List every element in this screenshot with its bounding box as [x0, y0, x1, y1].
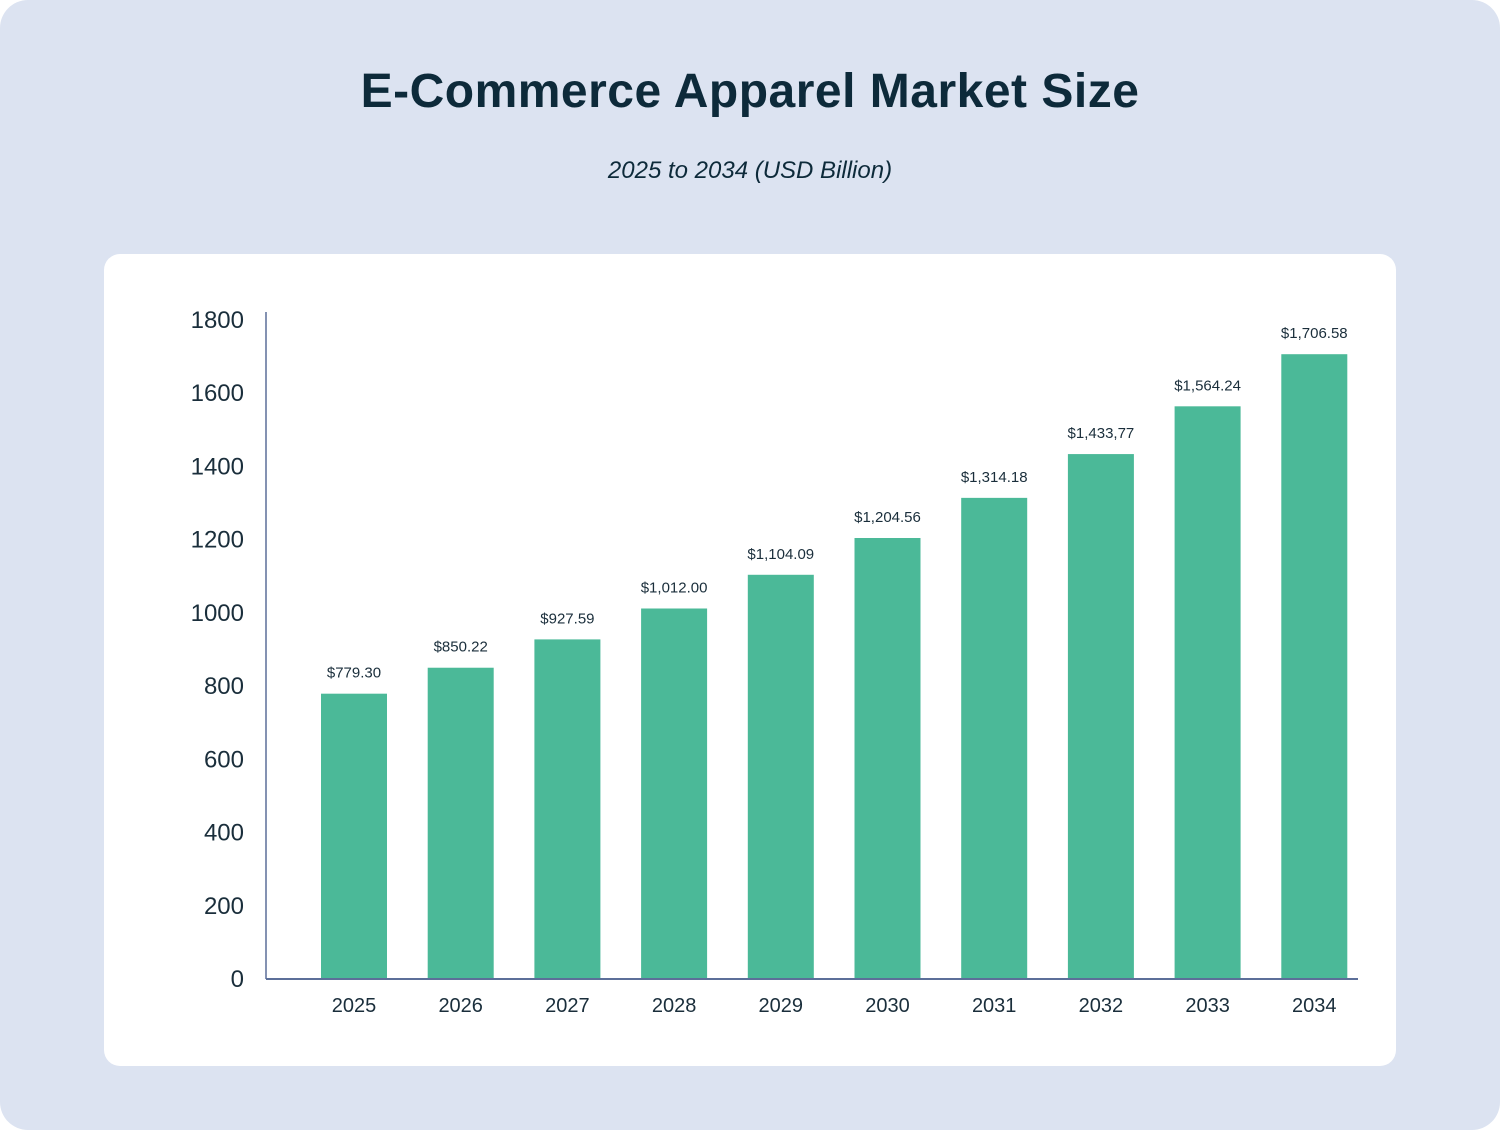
- data-label: $1,433,77: [1068, 425, 1135, 442]
- data-label: $1,012.00: [641, 579, 708, 596]
- data-label: $1,314.18: [961, 469, 1028, 486]
- x-axis-ticks: 2025 2026 2027 2028 2029 2030 2031 2032 2033 2034: [332, 995, 1337, 1017]
- bar: [747, 574, 814, 979]
- y-tick-label: 200: [204, 893, 244, 920]
- bar: [961, 497, 1028, 979]
- x-tick-label: 2025: [332, 995, 377, 1017]
- bars-group: [321, 354, 1348, 980]
- data-label: $1,564.24: [1174, 377, 1241, 394]
- y-axis-ticks: 0 200 400 600 800 1000 1200 1400 1600 1800: [191, 307, 244, 993]
- x-tick-label: 2032: [1079, 995, 1124, 1017]
- y-tick-label: 1800: [191, 307, 244, 334]
- data-label: $1,706.58: [1281, 325, 1348, 342]
- y-tick-label: 1600: [191, 380, 244, 407]
- data-label: $850.22: [434, 639, 488, 656]
- bar: [321, 693, 387, 979]
- bar: [534, 639, 601, 979]
- data-labels-group: $779.30 $850.22 $927.59 $1,012.00 $1,104.09 $…: [327, 325, 1348, 681]
- data-label: $1,204.56: [854, 509, 921, 526]
- data-label: $927.59: [540, 610, 594, 627]
- bar: [427, 667, 494, 979]
- x-tick-label: 2031: [972, 995, 1017, 1017]
- x-tick-label: 2026: [438, 995, 483, 1017]
- y-tick-label: 600: [204, 746, 244, 773]
- bar: [1281, 354, 1348, 979]
- bar: [1174, 406, 1241, 980]
- chart-title: E-Commerce Apparel Market Size: [360, 65, 1140, 118]
- y-tick-label: 400: [204, 820, 244, 847]
- chart-subtitle: 2025 to 2034 (USD Billion): [607, 157, 893, 184]
- bar: [641, 608, 708, 979]
- y-tick-label: 1200: [191, 527, 244, 554]
- x-tick-label: 2028: [652, 995, 697, 1017]
- y-tick-label: 1400: [191, 453, 244, 480]
- x-tick-label: 2030: [865, 995, 910, 1017]
- y-tick-label: 1000: [191, 600, 244, 627]
- x-tick-label: 2027: [545, 995, 590, 1017]
- x-tick-label: 2029: [759, 995, 804, 1017]
- x-tick-label: 2034: [1292, 995, 1337, 1017]
- data-label: $779.30: [327, 665, 381, 682]
- data-label: $1,104.09: [747, 546, 814, 563]
- y-tick-label: 800: [204, 673, 244, 700]
- x-tick-label: 2033: [1185, 995, 1230, 1017]
- y-tick-label: 0: [231, 966, 244, 993]
- bar: [854, 537, 921, 979]
- bar: [1067, 454, 1134, 979]
